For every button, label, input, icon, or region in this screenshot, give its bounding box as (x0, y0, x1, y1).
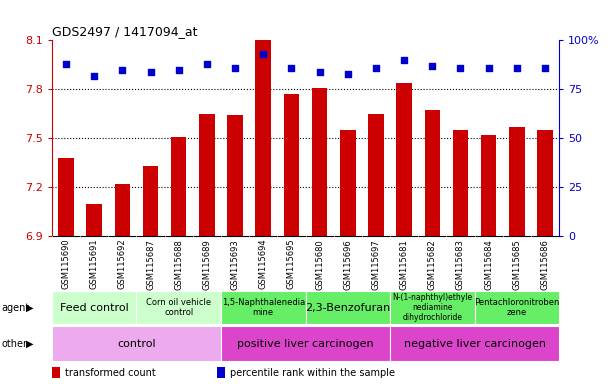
Point (89, 73, 99, 79)
Text: GSM115681: GSM115681 (400, 239, 409, 290)
Point (174, 67, 184, 73)
Text: GSM115690: GSM115690 (62, 239, 70, 290)
Bar (425, 111, 440, 236)
Text: Corn oil vehicle
control: Corn oil vehicle control (146, 298, 211, 317)
Point (428, 63, 437, 69)
Bar (227, 115, 243, 236)
Bar (475, 291, 559, 324)
Text: 2,3-Benzofuran: 2,3-Benzofuran (305, 303, 390, 313)
Text: N-(1-naphthyl)ethyle
nediamine
dihydrochloride: N-(1-naphthyl)ethyle nediamine dihydroch… (392, 293, 472, 322)
Text: GSM115694: GSM115694 (258, 239, 268, 290)
Bar (221, 291, 306, 324)
Text: ▶: ▶ (26, 303, 33, 313)
Bar (390, 291, 475, 324)
Text: GSM115686: GSM115686 (541, 239, 549, 290)
Point (512, 65, 522, 71)
Text: negative liver carcinogen: negative liver carcinogen (403, 339, 546, 349)
Text: GSM115695: GSM115695 (287, 239, 296, 290)
Bar (58, 158, 74, 236)
Point (230, 65, 240, 71)
Bar (143, 166, 158, 236)
Point (456, 65, 466, 71)
Text: Pentachloronitroben
zene: Pentachloronitroben zene (474, 298, 560, 317)
Point (371, 65, 381, 71)
Bar (397, 83, 412, 236)
Bar (453, 130, 468, 236)
Point (258, 51, 268, 57)
Text: positive liver carcinogen: positive liver carcinogen (237, 339, 374, 349)
Text: 1,5-Naphthalenedia
mine: 1,5-Naphthalenedia mine (222, 298, 305, 317)
Bar (221, 326, 390, 361)
Bar (312, 88, 327, 236)
Text: GSM115683: GSM115683 (456, 239, 465, 290)
Text: GSM115696: GSM115696 (343, 239, 353, 290)
Point (315, 69, 324, 75)
Bar (284, 94, 299, 236)
Text: GSM115684: GSM115684 (484, 239, 493, 290)
Text: ▶: ▶ (26, 339, 33, 349)
Text: GSM115685: GSM115685 (512, 239, 521, 290)
Text: GSM115682: GSM115682 (428, 239, 437, 290)
Text: GSM115692: GSM115692 (118, 239, 127, 290)
Bar (52, 291, 136, 324)
Text: other: other (1, 339, 27, 349)
Bar (199, 114, 214, 236)
Point (145, 69, 155, 75)
Text: Feed control: Feed control (60, 303, 128, 313)
Bar (481, 135, 496, 236)
Bar (255, 40, 271, 236)
Bar (115, 184, 130, 236)
Text: GSM115688: GSM115688 (174, 239, 183, 290)
Point (202, 61, 212, 67)
Bar (368, 114, 384, 236)
Point (540, 65, 550, 71)
Point (399, 57, 409, 63)
Bar (171, 137, 186, 236)
Text: control: control (117, 339, 156, 349)
Bar (306, 291, 390, 324)
Bar (537, 130, 553, 236)
Text: GSM115680: GSM115680 (315, 239, 324, 290)
Text: agent: agent (1, 303, 29, 313)
Bar (390, 326, 559, 361)
Bar (136, 291, 221, 324)
Text: GSM115693: GSM115693 (230, 239, 240, 290)
Text: GSM115687: GSM115687 (146, 239, 155, 290)
Point (343, 71, 353, 77)
Point (117, 67, 127, 73)
Point (287, 65, 296, 71)
Bar (509, 127, 525, 236)
Bar (340, 130, 356, 236)
Text: GSM115697: GSM115697 (371, 239, 381, 290)
Bar (86, 204, 102, 236)
Text: transformed count: transformed count (65, 368, 156, 378)
Point (484, 65, 494, 71)
Point (61, 61, 71, 67)
Text: GSM115689: GSM115689 (202, 239, 211, 290)
Text: GDS2497 / 1417094_at: GDS2497 / 1417094_at (52, 25, 197, 38)
Text: GSM115691: GSM115691 (90, 239, 99, 290)
Bar (52, 326, 221, 361)
Text: percentile rank within the sample: percentile rank within the sample (230, 368, 395, 378)
